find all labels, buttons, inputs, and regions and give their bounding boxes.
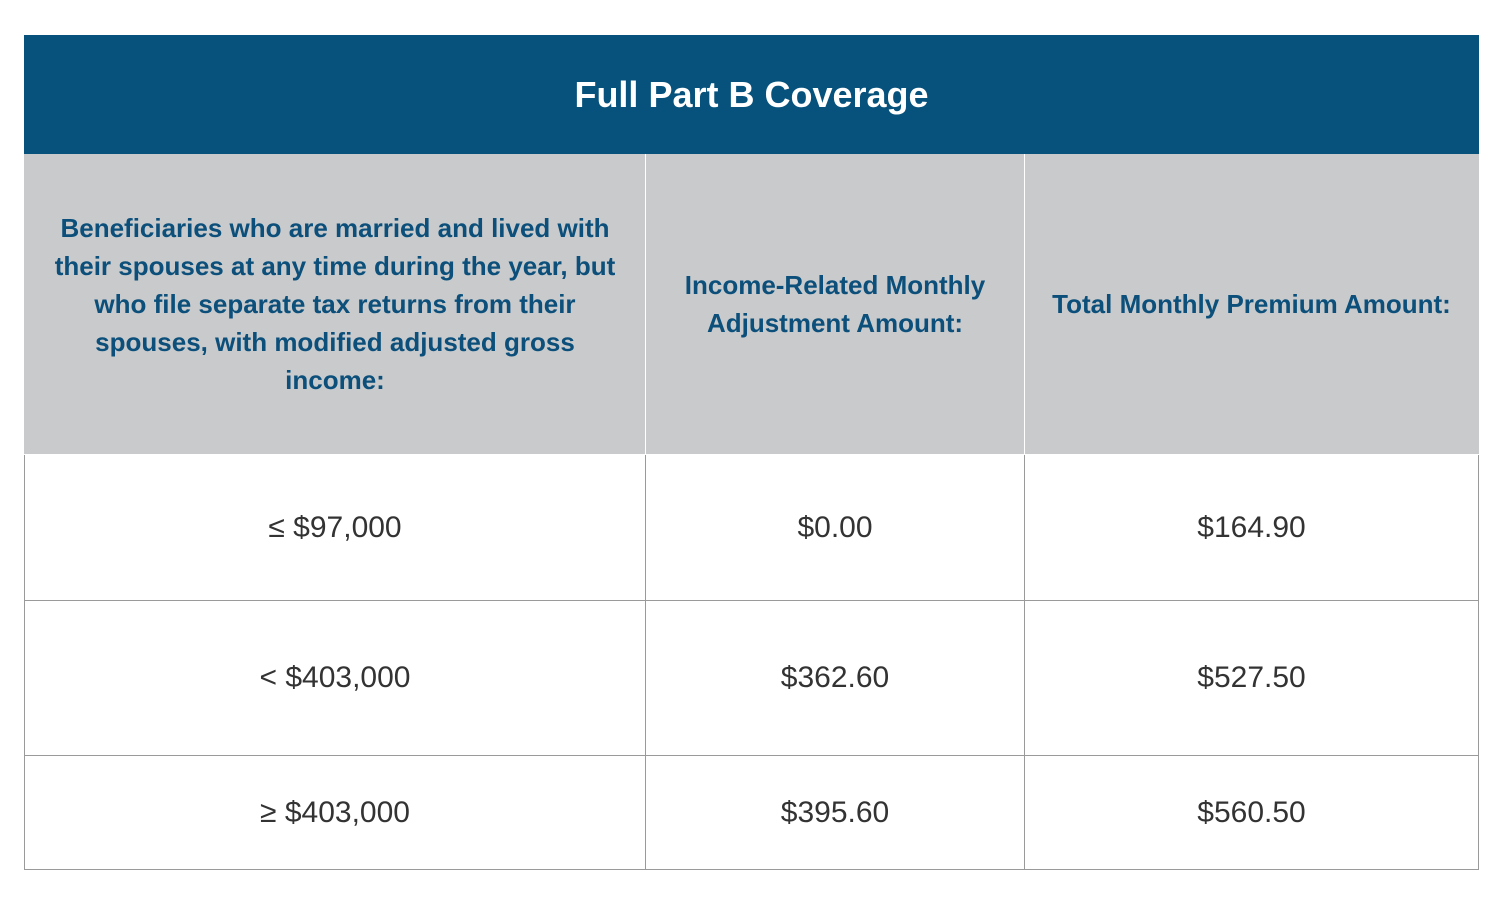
header-total-premium: Total Monthly Premium Amount:	[1023, 153, 1480, 455]
total-premium-cell: $527.50	[1023, 600, 1480, 756]
adjustment-amount-cell: $362.60	[645, 600, 1025, 756]
table-row: < $403,000 $362.60 $527.50	[24, 600, 1480, 756]
income-bracket-cell: ≤ $97,000	[24, 454, 646, 601]
income-bracket-cell: < $403,000	[24, 600, 646, 756]
total-premium-cell: $164.90	[1023, 454, 1480, 601]
income-bracket-cell: ≥ $403,000	[24, 755, 646, 870]
total-premium-cell: $560.50	[1023, 755, 1480, 870]
header-row: Beneficiaries who are married and lived …	[24, 153, 1480, 455]
table-title: Full Part B Coverage	[23, 35, 1480, 154]
adjustment-amount-cell: $0.00	[645, 454, 1025, 601]
header-adjustment-amount: Income-Related Monthly Adjustment Amount…	[645, 153, 1025, 455]
table-row: ≤ $97,000 $0.00 $164.90	[24, 454, 1480, 601]
premium-table: Full Part B Coverage Beneficiaries who a…	[23, 35, 1480, 870]
title-row: Full Part B Coverage	[23, 35, 1480, 154]
adjustment-amount-cell: $395.60	[645, 755, 1025, 870]
header-income-bracket: Beneficiaries who are married and lived …	[24, 153, 646, 455]
premium-table-container: Full Part B Coverage Beneficiaries who a…	[23, 35, 1480, 870]
table-row: ≥ $403,000 $395.60 $560.50	[24, 755, 1480, 870]
